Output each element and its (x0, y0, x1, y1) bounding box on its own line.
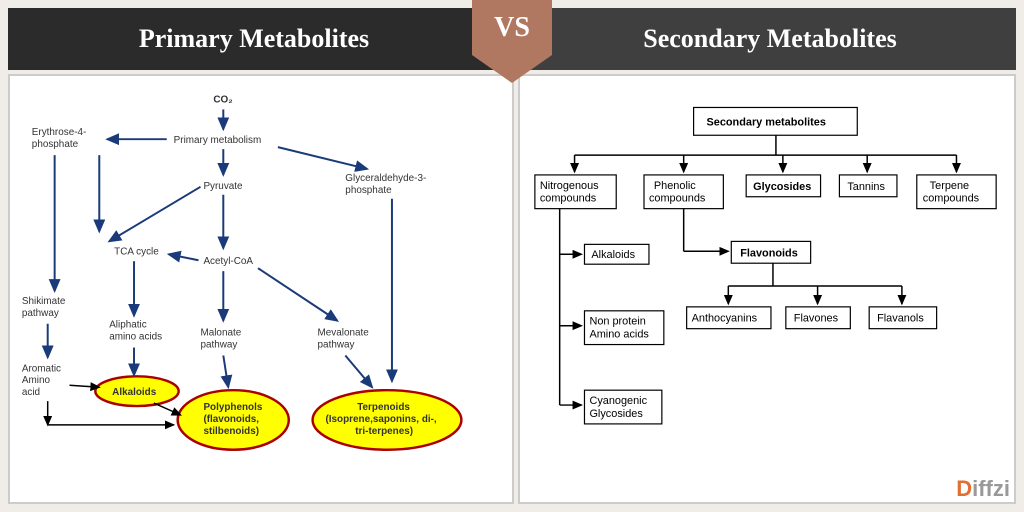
node-co2: CO₂ (213, 94, 232, 105)
node-aaa-1: Aromatic (22, 363, 61, 374)
row1-0a: Nitrogenous (540, 180, 599, 192)
edge (70, 385, 100, 387)
primary-metabolism-flowchart: CO₂ Primary metabolism Erythrose-4- phos… (10, 76, 512, 502)
node-g3p-2: phosphate (345, 185, 392, 196)
node-aco: Acetyl-CoA (203, 256, 253, 267)
node-g3p-1: Glyceraldehyde-3- (345, 173, 426, 184)
edge (154, 403, 181, 415)
node-aaa-2: Amino (22, 375, 51, 386)
row1-4b: compounds (923, 193, 980, 205)
node-e4p-2: phosphate (32, 139, 79, 150)
flav-2: Flavanols (877, 313, 924, 325)
edge (258, 268, 337, 321)
node-mev-1: Mevalonate (318, 328, 370, 339)
node-poly-1: Polyphenols (203, 402, 262, 413)
node-pm: Primary metabolism (174, 135, 262, 146)
node-poly-3: stilbenoids) (203, 426, 259, 437)
header-left: Primary Metabolites (8, 8, 500, 70)
secondary-metabolites-tree: Secondary metabolites Nitrogenous compou… (520, 76, 1014, 502)
row1-1a: Phenolic (654, 180, 696, 192)
node-pyr: Pyruvate (203, 181, 243, 192)
vs-label: VS (472, 0, 552, 55)
flavonoids: Flavonoids (740, 247, 798, 259)
node-terp-3: tri-terpenes) (355, 426, 413, 437)
node-shk-2: pathway (22, 308, 59, 319)
node-terp-1: Terpenoids (357, 402, 410, 413)
edge (109, 187, 200, 242)
row1-3: Tannins (847, 181, 885, 193)
watermark: Diffzi (956, 476, 1010, 502)
row1-1b: compounds (649, 193, 706, 205)
edge (345, 355, 372, 387)
node-alk: Alkaloids (112, 387, 157, 398)
vs-ribbon: VS (472, 0, 552, 90)
node-e4p-1: Erythrose-4- (32, 127, 87, 138)
edge (169, 254, 199, 260)
header-right: Secondary Metabolites (524, 8, 1016, 70)
row1-2: Glycosides (753, 181, 811, 193)
node-tca: TCA cycle (114, 246, 159, 257)
primary-diagram-panel: CO₂ Primary metabolism Erythrose-4- phos… (8, 74, 514, 504)
label-root: Secondary metabolites (706, 116, 825, 128)
row1-4a: Terpene (930, 180, 969, 192)
node-shk-1: Shikimate (22, 296, 66, 307)
node-ali-2: amino acids (109, 332, 162, 343)
node-ali-1: Aliphatic (109, 320, 146, 331)
nitro-2b: Glycosides (589, 408, 643, 420)
nitro-1a: Non protein (589, 316, 645, 328)
node-terp-2: (Isoprene,saponins, di-, (325, 414, 436, 425)
node-mal-1: Malonate (200, 328, 241, 339)
secondary-diagram-panel: Secondary metabolites Nitrogenous compou… (518, 74, 1016, 504)
nitro-2a: Cyanogenic (589, 395, 647, 407)
edge (278, 147, 367, 169)
node-mev-2: pathway (318, 340, 355, 351)
row1-0b: compounds (540, 193, 597, 205)
node-aaa-3: acid (22, 387, 40, 398)
node-mal-2: pathway (200, 340, 237, 351)
nitro-0: Alkaloids (591, 249, 635, 261)
edge (223, 355, 228, 387)
flav-1: Flavones (794, 313, 839, 325)
node-poly-2: (flavonoids, (203, 414, 259, 425)
nitro-1b: Amino acids (589, 329, 649, 341)
flav-0: Anthocyanins (692, 313, 758, 325)
